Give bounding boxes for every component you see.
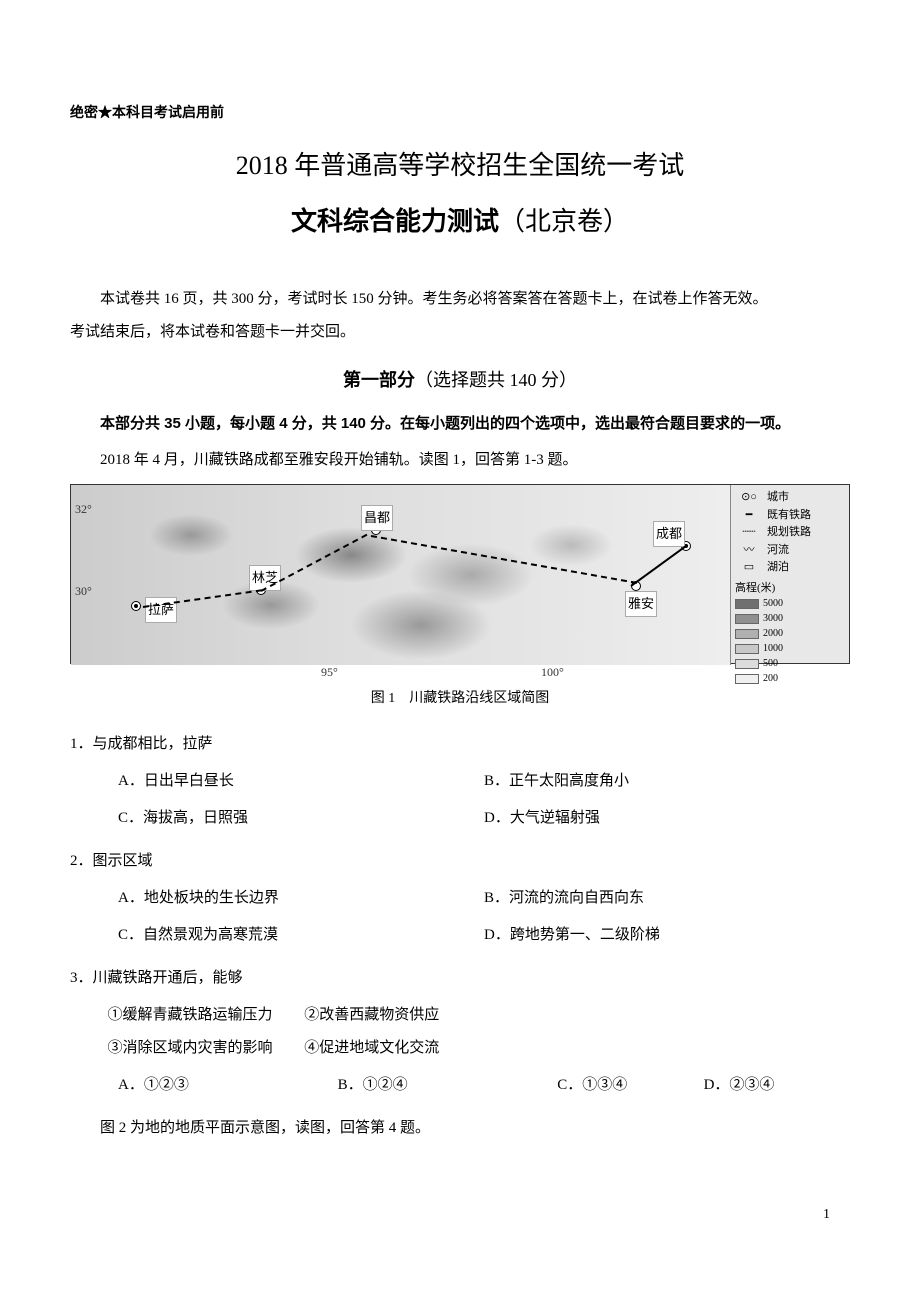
part-heading: 第一部分（选择题共 140 分） bbox=[70, 364, 850, 396]
q2-option-c: C．自然景观为高寒荒漠 bbox=[118, 922, 484, 949]
q2-stem: 2．图示区域 bbox=[70, 848, 850, 875]
q3-option-c: C．①③④ bbox=[557, 1072, 703, 1099]
legend-existing-rail-text: 既有铁路 bbox=[767, 507, 811, 524]
elev-swatch-200 bbox=[735, 674, 759, 684]
q3-item-2: ②改善西藏物资供应 bbox=[304, 1002, 439, 1029]
legend-planned-rail: ┄┄规划铁路 bbox=[735, 524, 845, 541]
q3-item-4: ④促进地域文化交流 bbox=[304, 1035, 439, 1062]
exam-title-main: 2018 年普通高等学校招生全国统一考试 bbox=[70, 143, 850, 190]
exam-subject: 文科综合能力测试 bbox=[291, 206, 499, 236]
elev-swatch-2000 bbox=[735, 629, 759, 639]
q2-option-b: B．河流的流向自西向东 bbox=[484, 885, 850, 912]
q2-option-a: A．地处板块的生长边界 bbox=[118, 885, 484, 912]
figure-1-map: 32° 30° 拉萨 林芝 昌都 雅安 成都 95° 100° ⊙○城市 ━既有… bbox=[70, 484, 850, 664]
elev-5000: 5000 bbox=[763, 596, 783, 611]
elev-500: 500 bbox=[763, 656, 778, 671]
lat-label-32: 32° bbox=[75, 499, 92, 521]
passage-1-intro: 2018 年 4 月，川藏铁路成都至雅安段开始铺轨。读图 1，回答第 1-3 题… bbox=[70, 447, 850, 474]
map-terrain: 32° 30° 拉萨 林芝 昌都 雅安 成都 bbox=[71, 485, 731, 665]
city-label-changdu: 昌都 bbox=[361, 505, 393, 530]
legend-elev-title: 高程(米) bbox=[735, 580, 845, 597]
instructions-line-1: 本试卷共 16 页，共 300 分，考试时长 150 分钟。考生务必将答案答在答… bbox=[70, 286, 850, 313]
legend-lake: ▭湖泊 bbox=[735, 559, 845, 576]
confidential-header: 绝密★本科目考试启用前 bbox=[70, 100, 850, 125]
page-number: 1 bbox=[70, 1202, 850, 1227]
part-description: 本部分共 35 小题，每小题 4 分，共 140 分。在每小题列出的四个选项中，… bbox=[70, 410, 850, 437]
elev-swatch-1000 bbox=[735, 644, 759, 654]
q3-item-3: ③消除区域内灾害的影响 bbox=[108, 1035, 273, 1062]
legend-river-text: 河流 bbox=[767, 542, 789, 559]
q1-option-b: B．正午太阳高度角小 bbox=[484, 768, 850, 795]
q1-option-d: D．大气逆辐射强 bbox=[484, 805, 850, 832]
rail-existing bbox=[630, 544, 688, 587]
legend-planned-rail-text: 规划铁路 bbox=[767, 524, 811, 541]
lon-label-95: 95° bbox=[321, 662, 338, 684]
part-label: 第一部分 bbox=[343, 370, 415, 390]
q3-option-d: D．②③④ bbox=[704, 1072, 850, 1099]
part-score: （选择题共 140 分） bbox=[415, 370, 577, 390]
question-3: 3．川藏铁路开通后，能够 ①缓解青藏铁路运输压力 ②改善西藏物资供应 ③消除区域… bbox=[70, 965, 850, 1099]
exam-title-sub: 文科综合能力测试（北京卷） bbox=[70, 198, 850, 246]
q2-option-d: D．跨地势第一、二级阶梯 bbox=[484, 922, 850, 949]
legend-lake-text: 湖泊 bbox=[767, 559, 789, 576]
q1-option-c: C．海拔高，日照强 bbox=[118, 805, 484, 832]
passage-2-intro: 图 2 为地的地质平面示意图，读图，回答第 4 题。 bbox=[70, 1115, 850, 1142]
exam-paper-region: （北京卷） bbox=[499, 207, 629, 236]
city-label-chengdu: 成都 bbox=[653, 521, 685, 546]
legend-city-text: 城市 bbox=[767, 489, 789, 506]
q3-stem: 3．川藏铁路开通后，能够 bbox=[70, 965, 850, 992]
q3-item-1: ①缓解青藏铁路运输压力 bbox=[108, 1002, 273, 1029]
legend-existing-rail: ━既有铁路 bbox=[735, 507, 845, 524]
rail-plan-2 bbox=[261, 534, 368, 592]
q1-option-a: A．日出早白昼长 bbox=[118, 768, 484, 795]
elev-swatch-3000 bbox=[735, 614, 759, 624]
elev-swatch-500 bbox=[735, 659, 759, 669]
elev-200: 200 bbox=[763, 671, 778, 686]
lat-label-30: 30° bbox=[75, 581, 92, 603]
instructions-line-2: 考试结束后，将本试卷和答题卡一并交回。 bbox=[70, 319, 850, 346]
map-legend: ⊙○城市 ━既有铁路 ┄┄规划铁路 〰河流 ▭湖泊 高程(米) 5000 300… bbox=[735, 489, 845, 686]
question-2: 2．图示区域 A．地处板块的生长边界 B．河流的流向自西向东 C．自然景观为高寒… bbox=[70, 848, 850, 949]
legend-city: ⊙○城市 bbox=[735, 489, 845, 506]
city-dot-lhasa bbox=[131, 601, 141, 611]
q3-option-b: B．①②④ bbox=[338, 1072, 558, 1099]
elev-1000: 1000 bbox=[763, 641, 783, 656]
question-1: 1．与成都相比，拉萨 A．日出早白昼长 B．正午太阳高度角小 C．海拔高，日照强… bbox=[70, 731, 850, 832]
figure-1-caption: 图 1 川藏铁路沿线区域简图 bbox=[70, 686, 850, 711]
lon-label-100: 100° bbox=[541, 662, 564, 684]
q3-option-a: A．①②③ bbox=[118, 1072, 338, 1099]
rail-plan-3 bbox=[371, 535, 637, 584]
elev-swatch-5000 bbox=[735, 599, 759, 609]
elev-2000: 2000 bbox=[763, 626, 783, 641]
elev-3000: 3000 bbox=[763, 611, 783, 626]
legend-river: 〰河流 bbox=[735, 542, 845, 559]
city-label-yaan: 雅安 bbox=[625, 591, 657, 616]
q1-stem: 1．与成都相比，拉萨 bbox=[70, 731, 850, 758]
